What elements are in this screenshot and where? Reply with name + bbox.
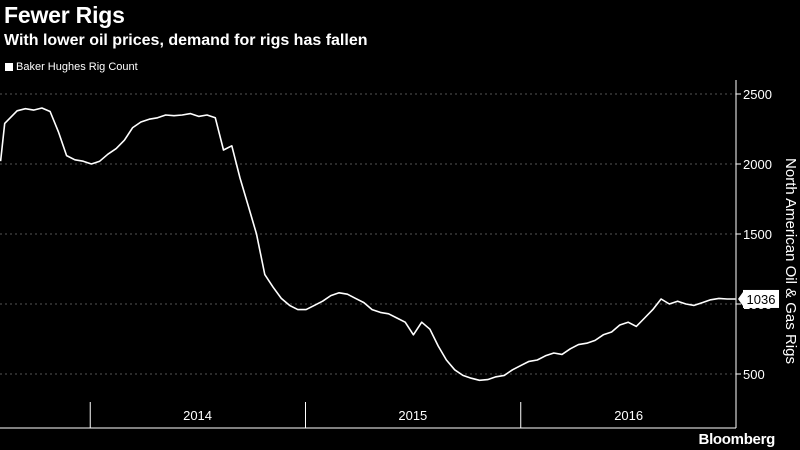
chart-title: Fewer Rigs bbox=[4, 2, 125, 28]
labels: 5001000150020002500201420152016North Ame… bbox=[183, 87, 799, 423]
x-tick-label: 2014 bbox=[183, 408, 212, 423]
x-tick-label: 2016 bbox=[614, 408, 643, 423]
last-value-box bbox=[743, 289, 779, 308]
series-layer bbox=[0, 107, 736, 382]
legend-swatch bbox=[5, 63, 13, 71]
legend-label: Baker Hughes Rig Count bbox=[16, 61, 138, 73]
y-tick-label: 2000 bbox=[743, 157, 772, 172]
x-tick-label: 2015 bbox=[398, 408, 427, 423]
bloomberg-logo: Bloomberg bbox=[698, 431, 776, 448]
y-axis-title: North American Oil & Gas Rigs bbox=[782, 158, 799, 364]
y-tick-label: 1500 bbox=[743, 227, 772, 242]
axes bbox=[0, 80, 741, 429]
y-tick-label: 500 bbox=[743, 367, 765, 382]
chart-subtitle: With lower oil prices, demand for rigs h… bbox=[4, 32, 368, 49]
legend: Baker Hughes Rig Count bbox=[5, 61, 138, 73]
series-line bbox=[0, 107, 736, 382]
gridlines bbox=[0, 93, 736, 375]
last-value-pointer bbox=[738, 291, 743, 306]
last-value-label: 1036 bbox=[747, 292, 776, 307]
y-tick-label: 2500 bbox=[743, 87, 772, 102]
